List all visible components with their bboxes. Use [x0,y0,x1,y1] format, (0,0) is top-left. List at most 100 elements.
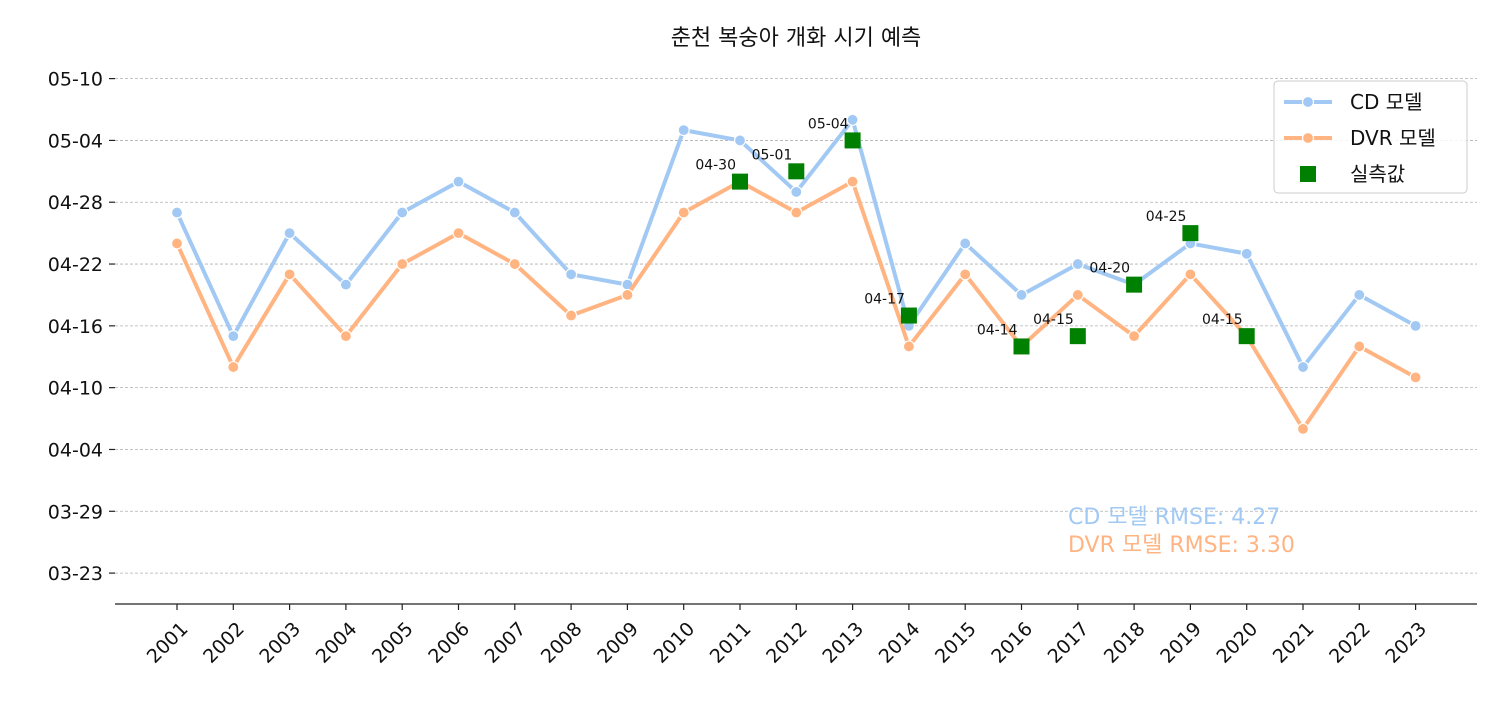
x-tick-label: 2023 [1381,618,1431,668]
series-point [677,206,690,219]
x-tick-label: 2007 [481,618,531,668]
x-tick-label: 2020 [1212,618,1262,668]
series-point [1015,288,1028,302]
x-tick-label: 2018 [1100,618,1150,668]
series-dvr [170,175,1422,435]
series-point [1296,422,1310,435]
observed-label: 04-30 [695,158,736,174]
observed-point [788,163,805,180]
grid [115,78,1477,574]
y-tick-label: 04-04 [48,439,103,461]
x-tick-label: 2001 [143,618,193,668]
x-tick-label: 2005 [368,618,418,668]
series-observed [732,132,1255,355]
series-point [846,175,859,188]
x-tick-label: 2009 [593,618,643,668]
series-point [508,206,521,219]
x-tick-label: 2006 [424,618,474,668]
legend-marker [1300,166,1316,182]
series-point [283,227,296,240]
series-line [175,117,1417,370]
observed-label: 04-14 [977,322,1018,338]
series-point [1240,247,1253,260]
legend-box [1273,80,1468,194]
x-tick-label: 2008 [537,618,587,668]
series-point [959,268,972,281]
x-tick-label: 2016 [987,618,1037,668]
series-point [564,309,578,322]
y-tick-label: 04-22 [48,254,103,276]
observed-point [1238,328,1255,345]
x-tick-label: 2022 [1325,618,1375,668]
x-tick-label: 2013 [818,618,868,668]
series-point [1409,371,1422,384]
series-point [959,237,972,250]
series-point [227,360,240,374]
series-point [1353,288,1366,302]
series-point [1071,288,1084,302]
series-point [283,268,296,281]
series-point [902,340,916,353]
observed-label: 04-20 [1089,261,1130,277]
observed-label: 04-17 [864,292,905,308]
series-point [621,288,634,302]
y-tick-label: 05-10 [48,69,103,91]
observed-point [844,132,861,149]
observed-label: 05-01 [752,147,793,163]
series-point [733,134,747,147]
legend-label: CD 모델 [1350,90,1423,114]
legend-marker [1301,131,1315,145]
observed-point [1013,338,1030,355]
y-tick-label: 03-29 [48,501,103,523]
observed-label: 04-25 [1146,209,1187,225]
series-layer [170,113,1422,435]
rmse-note: DVR 모델 RMSE: 3.30 [1068,533,1295,558]
x-tick-label: 2003 [255,618,305,668]
rmse-note: CD 모델 RMSE: 4.27 [1068,505,1280,530]
series-point [508,257,521,271]
observed-point [732,173,748,190]
series-line [175,179,1417,431]
series-point [396,257,409,271]
y-tick-label: 05-04 [48,130,103,152]
legend-item: CD 모델 [1284,90,1423,114]
series-point [227,330,240,343]
observed-point [900,307,917,324]
legend-item: 실측값 [1300,162,1405,186]
observed-point [1126,276,1143,293]
legend-label: DVR 모델 [1350,126,1436,150]
legend-label: 실측값 [1350,162,1405,186]
chart-title: 춘천 복숭아 개화 시기 예측 [671,26,922,51]
x-tick-label: 2012 [762,618,812,668]
series-point [1353,340,1366,353]
series-cd [170,113,1422,374]
x-tick-label: 2014 [875,618,925,668]
x-tick-label: 2011 [706,618,756,668]
x-tick-label: 2021 [1269,618,1319,668]
series-point [846,113,859,126]
y-tick-label: 03-23 [48,563,103,585]
series-point [170,237,184,250]
series-point [1296,360,1310,374]
observed-label: 04-15 [1202,312,1243,328]
observed-point [1069,328,1086,345]
series-point [564,268,578,281]
series-point [339,278,352,291]
series-point [677,124,690,137]
series-point [1184,268,1197,281]
series-point [1409,319,1422,332]
legend-marker [1301,95,1315,109]
x-tick-label: 2015 [931,618,981,668]
x-tick-label: 2004 [312,618,362,668]
x-tick-label: 2019 [1156,618,1206,668]
series-point [790,206,803,219]
series-point [396,206,409,219]
y-tick-label: 04-28 [48,192,103,214]
y-tick-label: 04-16 [48,316,103,338]
observed-point [1182,225,1199,242]
annotation-layer: 04-30 05-01 05-04 04-17 04-14 04-15 04-20 04-25… [695,116,1242,338]
observed-label: 05-04 [808,116,849,132]
series-point [452,227,465,240]
